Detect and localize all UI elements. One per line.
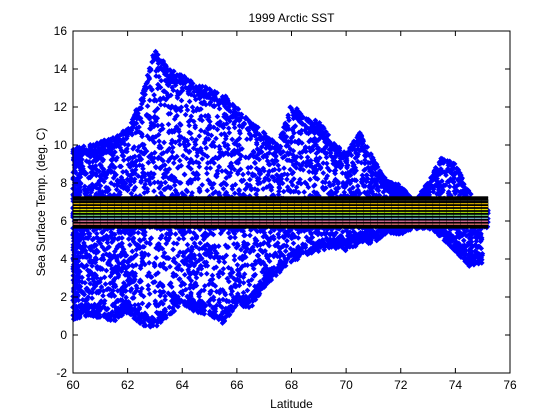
data-point <box>219 320 226 326</box>
data-point <box>222 104 229 110</box>
data-point <box>191 88 197 95</box>
data-point <box>154 322 160 329</box>
data-point <box>144 72 151 79</box>
data-point <box>204 85 210 92</box>
